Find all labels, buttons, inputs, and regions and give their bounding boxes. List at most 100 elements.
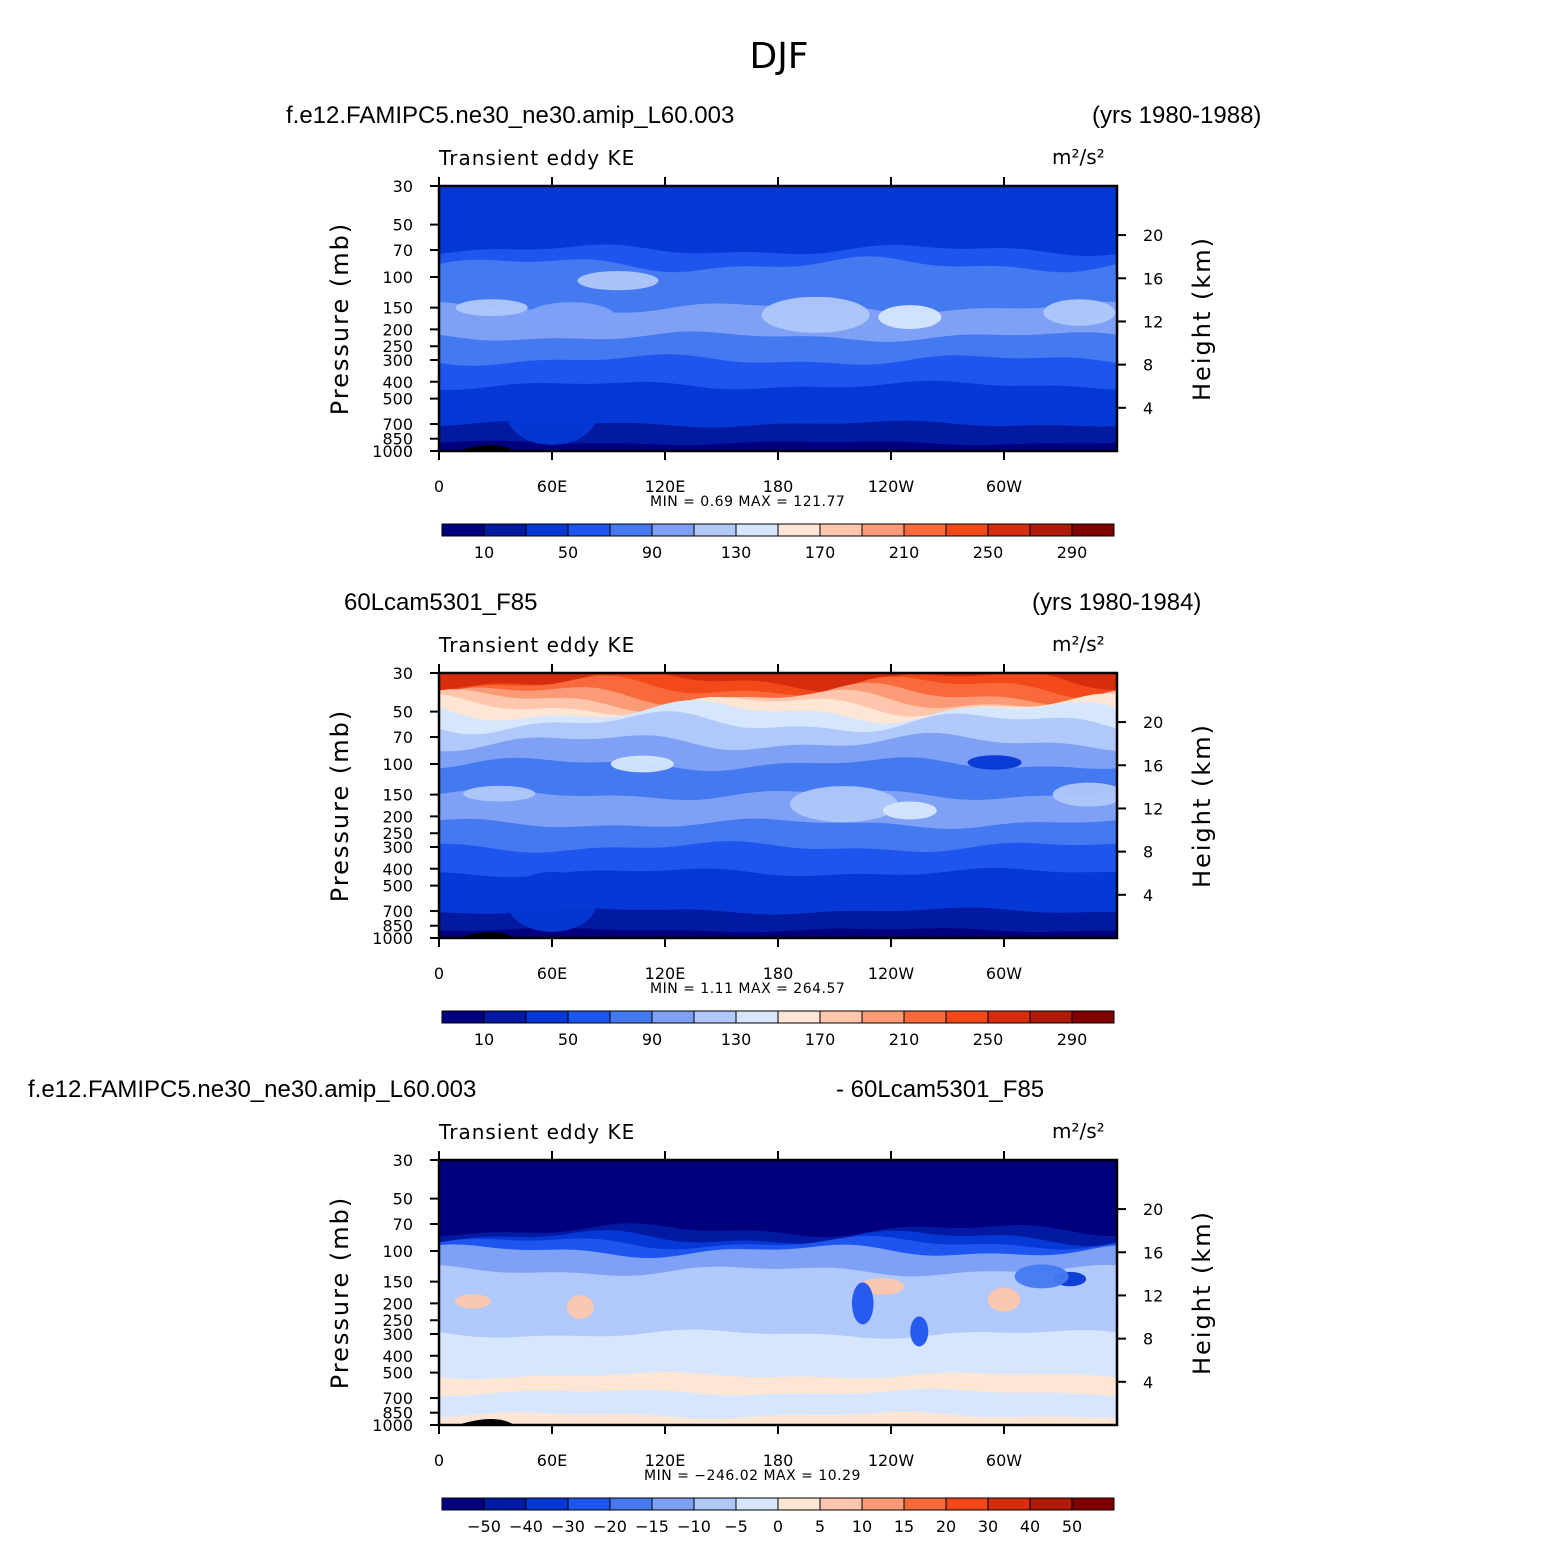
y-axis-label: Pressure (mb) — [326, 222, 354, 415]
y-tick-label: 70 — [393, 241, 413, 260]
colorbar-swatch — [693, 523, 737, 537]
colorbar-label: 10 — [474, 1030, 494, 1049]
x-tick-label: 60W — [986, 477, 1022, 496]
panel2-case-name: 60Lcam5301_F85 — [344, 589, 538, 616]
colorbar-label: 50 — [558, 543, 578, 562]
panel2-stats: MIN = 1.11 MAX = 264.57 — [650, 981, 846, 997]
colorbar-swatch — [1029, 523, 1073, 537]
colorbar-swatch — [567, 523, 611, 537]
colorbar-swatch — [819, 1010, 863, 1024]
y-right-tick-label: 8 — [1143, 1330, 1153, 1349]
colorbar-swatch — [693, 1497, 737, 1511]
colorbar-label: 130 — [721, 543, 752, 562]
y-right-tick-label: 16 — [1143, 269, 1163, 288]
figure-title: DJF — [749, 36, 809, 77]
colorbar-label: −5 — [724, 1517, 748, 1536]
y-tick-label: 70 — [393, 728, 413, 747]
contour-feature — [577, 271, 659, 291]
colorbar-swatch — [903, 1497, 947, 1511]
contour-feature — [1043, 299, 1116, 326]
colorbar-swatch — [525, 523, 569, 537]
colorbar-swatch — [819, 523, 863, 537]
y-tick-label: 400 — [382, 860, 413, 879]
x-tick-label: 180 — [763, 477, 794, 496]
y-right-tick-label: 8 — [1143, 356, 1153, 375]
y-right-tick-label: 4 — [1143, 1373, 1153, 1392]
colorbar-swatch — [1029, 1497, 1073, 1511]
y-tick-label: 50 — [393, 1190, 413, 1209]
colorbar-label: 170 — [805, 1030, 836, 1049]
y-right-tick-label: 4 — [1143, 886, 1153, 905]
colorbar-swatch — [861, 523, 905, 537]
topography-mask — [457, 1419, 515, 1425]
colorbar-swatch — [525, 1010, 569, 1024]
colorbar-swatch — [735, 1010, 779, 1024]
x-tick-label: 0 — [434, 964, 444, 983]
y-tick-label: 850 — [382, 917, 413, 936]
colorbar-swatch — [1029, 1010, 1073, 1024]
contour-feature — [507, 871, 597, 932]
y-tick-label: 250 — [382, 337, 413, 356]
y-tick-label: 200 — [382, 807, 413, 826]
colorbar-label: −20 — [593, 1517, 627, 1536]
y-tick-label: 500 — [382, 390, 413, 409]
contour-feature — [455, 299, 528, 317]
y-axis-label: Pressure (mb) — [326, 709, 354, 902]
colorbar-label: −50 — [467, 1517, 501, 1536]
colorbar-swatch — [693, 1010, 737, 1024]
contour-feature — [507, 384, 597, 445]
x-tick-label: 120E — [645, 477, 686, 496]
panel2-units: m²/s² — [1052, 632, 1105, 656]
colorbar-label: 10 — [852, 1517, 872, 1536]
colorbar-swatch — [945, 523, 989, 537]
y-tick-label: 300 — [382, 838, 413, 857]
colorbar-swatch — [567, 1010, 611, 1024]
y-tick-label: 500 — [382, 1364, 413, 1383]
colorbar-swatch — [777, 1497, 821, 1511]
panel2-colorbar: 10 50 90 130 170 210 250 290 — [441, 1010, 1115, 1049]
colorbar-swatch — [987, 523, 1031, 537]
y-right-tick-label: 16 — [1143, 1243, 1163, 1262]
colorbar-swatch — [987, 1010, 1031, 1024]
contour-feature — [882, 801, 937, 820]
colorbar-swatch — [945, 1010, 989, 1024]
colorbar-label: 290 — [1057, 543, 1088, 562]
colorbar-swatch — [441, 1010, 485, 1024]
panel3-diff-case: - 60Lcam5301_F85 — [836, 1076, 1045, 1103]
x-tick-label: 0 — [434, 477, 444, 496]
x-tick-label: 120W — [868, 964, 915, 983]
colorbar-label: 0 — [773, 1517, 783, 1536]
contour-feature — [525, 302, 616, 333]
y-right-tick-label: 8 — [1143, 843, 1153, 862]
panel3-stats: MIN = −246.02 MAX = 10.29 — [644, 1468, 861, 1484]
y-tick-label: 150 — [382, 299, 413, 318]
y-tick-label: 1000 — [372, 1416, 413, 1435]
colorbar-swatch — [483, 1497, 527, 1511]
panel1-units: m²/s² — [1052, 145, 1105, 169]
colorbar-label: 250 — [973, 1030, 1004, 1049]
colorbar-swatch — [903, 523, 947, 537]
y-tick-label: 100 — [382, 755, 413, 774]
colorbar-swatch — [609, 1497, 653, 1511]
x-tick-label: 60E — [537, 1451, 567, 1470]
contour-feature — [910, 1316, 929, 1347]
contour-feature — [1014, 1264, 1069, 1289]
contour-band — [439, 927, 1117, 938]
colorbar-swatch — [483, 523, 527, 537]
contour-feature — [1052, 782, 1117, 807]
y-tick-label: 700 — [382, 415, 413, 434]
y-right-tick-label: 12 — [1143, 1286, 1163, 1305]
colorbar-swatch — [567, 1497, 611, 1511]
colorbar-label: 15 — [894, 1517, 914, 1536]
y-right-tick-label: 12 — [1143, 799, 1163, 818]
colorbar-label: 50 — [558, 1030, 578, 1049]
colorbar-swatch — [651, 523, 695, 537]
y-right-axis-label: Height (km) — [1188, 1210, 1216, 1375]
panel2-years: (yrs 1980-1984) — [1032, 589, 1202, 616]
colorbar-swatch — [609, 1010, 653, 1024]
topography-mask — [457, 445, 515, 451]
colorbar-label: 130 — [721, 1030, 752, 1049]
x-tick-label: 180 — [763, 1451, 794, 1470]
